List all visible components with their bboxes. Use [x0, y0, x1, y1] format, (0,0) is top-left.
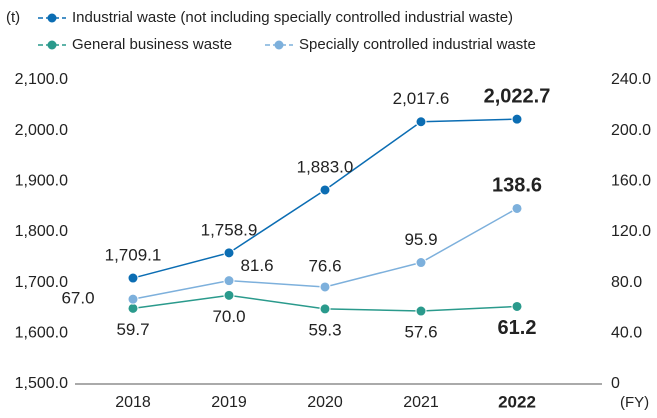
data-point	[511, 300, 523, 312]
data-point	[415, 257, 427, 269]
data-label: 76.6	[308, 256, 341, 275]
data-point	[415, 116, 427, 128]
data-label: 70.0	[212, 307, 245, 326]
y-unit: (t)	[6, 9, 20, 26]
x-unit: (FY)	[620, 394, 649, 411]
data-point	[223, 275, 235, 287]
data-label: 138.6	[492, 175, 542, 197]
data-label: 95.9	[404, 230, 437, 249]
legend-marker	[47, 13, 57, 23]
data-point	[127, 302, 139, 314]
data-label: 59.7	[116, 320, 149, 339]
data-label: 1,709.1	[105, 246, 162, 265]
data-point	[319, 281, 331, 293]
legend-marker	[274, 40, 284, 50]
data-point	[127, 293, 139, 305]
data-label: 2,022.7	[484, 85, 551, 107]
data-point	[223, 247, 235, 259]
legend-marker	[47, 40, 57, 50]
data-point	[511, 113, 523, 125]
data-label: 59.3	[308, 320, 341, 339]
data-point	[415, 305, 427, 317]
y-tick-label: 2,000.0	[15, 122, 68, 139]
y2-tick-label: 40.0	[611, 325, 642, 342]
data-label: 67.0	[61, 289, 94, 308]
y2-tick-label: 120.0	[611, 223, 651, 240]
y-tick-label: 1,500.0	[15, 375, 68, 392]
data-label: 57.6	[404, 323, 437, 342]
y-tick-label: 2,100.0	[15, 71, 68, 88]
y2-tick-label: 200.0	[611, 122, 651, 139]
x-tick-label: 2020	[307, 394, 343, 411]
y-tick-label: 1,800.0	[15, 223, 68, 240]
legend-label: Industrial waste (not including speciall…	[72, 9, 513, 26]
y2-tick-label: 0	[611, 375, 620, 392]
data-label: 61.2	[498, 317, 537, 339]
data-label: 81.6	[240, 256, 273, 275]
x-tick-label: 2019	[211, 394, 247, 411]
legend-label: General business waste	[72, 36, 232, 53]
y2-tick-label: 240.0	[611, 71, 651, 88]
data-label: 1,883.0	[297, 157, 354, 176]
series-line	[132, 118, 518, 279]
data-point	[223, 289, 235, 301]
y-tick-label: 1,700.0	[15, 274, 68, 291]
y2-tick-label: 160.0	[611, 173, 651, 190]
y-tick-label: 1,600.0	[15, 325, 68, 342]
x-tick-label: 2022	[498, 392, 536, 411]
data-point	[319, 184, 331, 196]
x-tick-label: 2021	[403, 394, 439, 411]
data-point	[511, 202, 523, 214]
y-tick-label: 1,900.0	[15, 173, 68, 190]
y2-tick-label: 80.0	[611, 274, 642, 291]
data-label: 2,017.6	[393, 89, 450, 108]
legend-label: Specially controlled industrial waste	[299, 36, 536, 53]
data-label: 1,758.9	[201, 220, 258, 239]
data-point	[319, 303, 331, 315]
data-point	[127, 272, 139, 284]
x-tick-label: 2018	[115, 394, 151, 411]
